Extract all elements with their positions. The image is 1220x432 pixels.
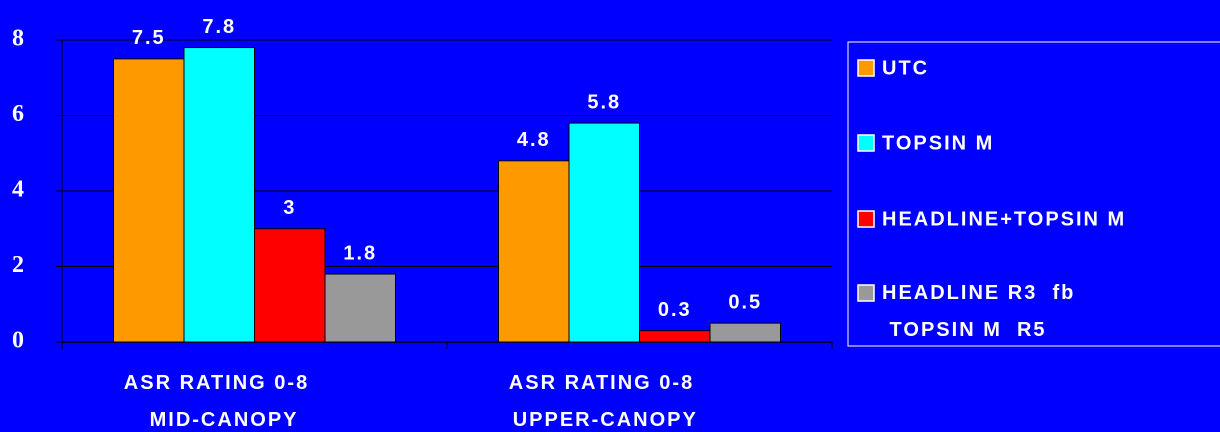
y-tick-label: 2 (12, 252, 24, 278)
bar (709, 322, 781, 343)
value-label: 7.5 (132, 27, 166, 49)
legend-label: UTC (882, 57, 929, 79)
y-tick-label: 4 (12, 177, 24, 203)
value-label: 0.3 (658, 299, 692, 321)
bar (113, 58, 185, 343)
bar (324, 273, 396, 343)
y-tick-label: 0 (12, 328, 24, 354)
value-label: 5.8 (587, 91, 621, 113)
legend-label: HEADLINE R3 fb TOPSIN M R5 (882, 282, 1075, 341)
value-label: 1.8 (343, 242, 377, 264)
value-label: 0.5 (728, 291, 762, 313)
legend-label: HEADLINE+TOPSIN M (882, 208, 1126, 230)
bar (568, 122, 640, 343)
x-tick-label: ASR RATING 0-8 UPPER-CANOPY (505, 372, 698, 431)
y-tick-label: 6 (12, 101, 24, 127)
bar (183, 47, 255, 343)
legend-box (847, 41, 1220, 347)
bar (498, 160, 570, 343)
bar (639, 330, 711, 343)
y-tick-label: 8 (12, 26, 24, 52)
value-label: 7.8 (202, 16, 236, 38)
value-label: 3 (283, 197, 296, 219)
legend-swatch (857, 284, 875, 302)
x-tick-label: ASR RATING 0-8 MID-CANOPY (124, 372, 309, 431)
value-label: 4.8 (517, 129, 551, 151)
bar (254, 228, 326, 343)
legend-swatch (857, 134, 875, 152)
legend-label: TOPSIN M (882, 132, 994, 154)
legend-swatch (857, 210, 875, 228)
legend-swatch (857, 59, 875, 77)
